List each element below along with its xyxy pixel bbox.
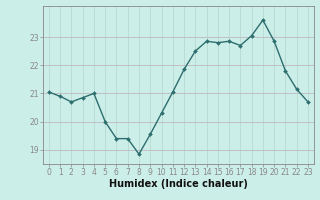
X-axis label: Humidex (Indice chaleur): Humidex (Indice chaleur) [109, 179, 248, 189]
